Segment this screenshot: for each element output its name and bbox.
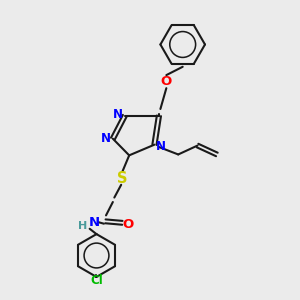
Text: H: H	[79, 221, 88, 231]
Text: N: N	[113, 108, 123, 121]
Text: N: N	[101, 132, 111, 145]
Text: N: N	[89, 216, 100, 229]
Text: O: O	[161, 75, 172, 88]
Text: S: S	[116, 171, 127, 186]
Text: Cl: Cl	[90, 274, 103, 287]
Text: O: O	[122, 218, 133, 231]
Text: N: N	[156, 140, 166, 153]
